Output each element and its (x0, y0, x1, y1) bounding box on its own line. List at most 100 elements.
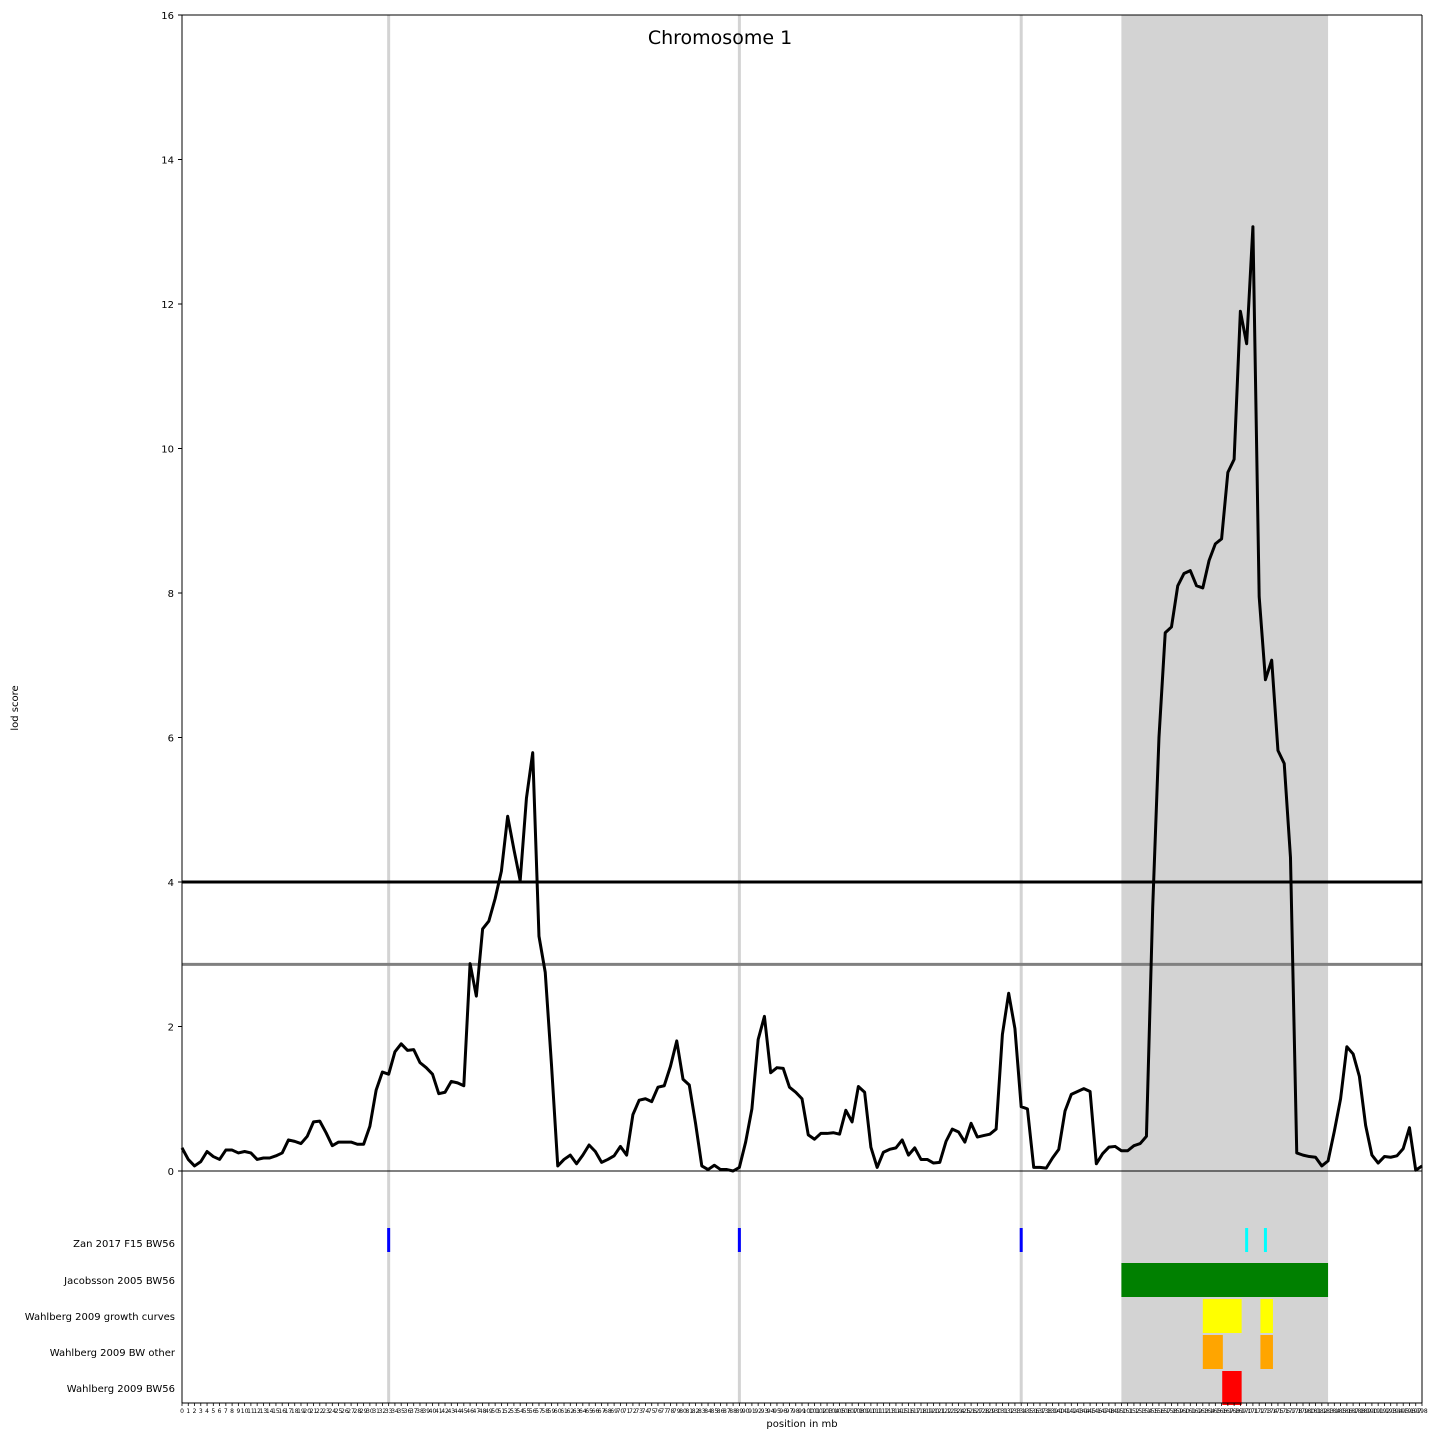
x-tick-label-188: 188 (1354, 1408, 1366, 1415)
x-tick-label-190: 190 (1366, 1408, 1378, 1415)
lod-point (1020, 1106, 1022, 1108)
y-tick-label-4: 8 (168, 589, 174, 600)
x-tick-label-32: 32 (379, 1408, 387, 1415)
x-tick-label-112: 112 (878, 1408, 890, 1415)
lod-point (1127, 1150, 1129, 1152)
lod-point (701, 1165, 703, 1167)
lod-point (1289, 856, 1292, 859)
x-tick-label-177: 177 (1285, 1408, 1297, 1415)
lod-point (1258, 596, 1260, 598)
lod-point (763, 1015, 766, 1017)
lod-point (1108, 1146, 1110, 1148)
x-tick-label-191: 191 (1372, 1408, 1384, 1415)
series-layer (180, 225, 1423, 1173)
lod-point (801, 1098, 803, 1100)
lod-point (1408, 1127, 1411, 1129)
lod-point (1120, 1150, 1122, 1152)
x-tick-label-155: 155 (1147, 1408, 1159, 1415)
lod-point (745, 1141, 747, 1143)
lod-point (244, 1150, 246, 1153)
x-tick-label-47: 47 (473, 1408, 481, 1415)
lod-point (1202, 587, 1204, 589)
x-tick-label-67: 67 (598, 1408, 606, 1415)
x-tick-label-119: 119 (922, 1408, 934, 1415)
lod-point (287, 1139, 290, 1141)
lod-point (1371, 1154, 1373, 1156)
lod-point (456, 1082, 459, 1084)
lod-point (626, 1154, 628, 1156)
x-tick-label-27: 27 (347, 1408, 355, 1415)
lod-point (262, 1157, 265, 1159)
lod-point (444, 1091, 446, 1093)
x-tick-label-88: 88 (729, 1408, 737, 1415)
x-tick-label-110: 110 (865, 1408, 877, 1415)
lod-point (1365, 1124, 1367, 1127)
lod-point (613, 1155, 615, 1157)
x-tick-label-162: 162 (1191, 1408, 1203, 1415)
lod-point (1246, 343, 1248, 345)
x-tick-label-141: 141 (1059, 1408, 1071, 1415)
lod-point (1321, 1165, 1323, 1167)
lod-point (269, 1157, 271, 1159)
x-tick-label-152: 152 (1128, 1408, 1140, 1415)
lod-point (600, 1161, 603, 1163)
x-tick-label-82: 82 (692, 1408, 700, 1415)
lod-point (776, 1067, 778, 1069)
lod-point (795, 1091, 797, 1093)
x-tick-label-34: 34 (391, 1408, 399, 1415)
x-tick-label-197: 197 (1410, 1408, 1422, 1415)
lod-point (525, 797, 528, 799)
lod-point (1183, 572, 1185, 575)
lod-point (1271, 659, 1273, 661)
lod-point (300, 1142, 302, 1145)
qtl-tracks (387, 1228, 1329, 1405)
lod-point (394, 1051, 396, 1053)
lod-point (218, 1158, 221, 1161)
lod-point (845, 1109, 847, 1111)
lod-point (1264, 679, 1267, 681)
x-tick-label-8: 8 (230, 1408, 234, 1415)
lod-point (463, 1085, 465, 1087)
lod-point (1327, 1160, 1329, 1162)
x-tick-label-99: 99 (798, 1408, 806, 1415)
lod-point (350, 1141, 352, 1143)
x-tick-label-170: 170 (1241, 1408, 1253, 1415)
x-tick-label-25: 25 (335, 1408, 343, 1415)
lod-point (651, 1101, 653, 1103)
lod-point (976, 1136, 978, 1138)
x-tick-label-38: 38 (416, 1408, 424, 1415)
lod-point (1346, 1046, 1348, 1048)
x-tick-label-41: 41 (435, 1408, 443, 1415)
lod-point (1390, 1156, 1392, 1158)
lod-point (1377, 1162, 1379, 1164)
y-axis-label: lod score (10, 685, 21, 730)
x-tick-label-94: 94 (767, 1408, 775, 1415)
x-tick-label-46: 46 (466, 1408, 474, 1415)
lod-point (914, 1147, 916, 1149)
chart-title: Chromosome 1 (648, 27, 792, 49)
x-tick-label-149: 149 (1109, 1408, 1121, 1415)
x-tick-label-104: 104 (828, 1408, 840, 1415)
x-tick-label-42: 42 (441, 1408, 449, 1415)
lod-point (337, 1141, 340, 1143)
x-tick-label-92: 92 (754, 1408, 762, 1415)
lod-point (325, 1132, 327, 1134)
lod-point (1139, 1142, 1141, 1145)
x-tick-label-61: 61 (560, 1408, 568, 1415)
x-tick-label-133: 133 (1009, 1408, 1021, 1415)
lod-point (1051, 1157, 1054, 1159)
y-tick-label-6: 12 (161, 300, 174, 311)
x-tick-label-24: 24 (328, 1408, 336, 1415)
lod-point (419, 1062, 421, 1064)
track-label-4: Wahlberg 2009 BW56 (67, 1384, 175, 1395)
lod-point (275, 1155, 277, 1157)
lod-point (513, 848, 515, 851)
x-tick-label-33: 33 (385, 1408, 393, 1415)
x-tick-label-53: 53 (510, 1408, 518, 1415)
threshold-lines (182, 880, 1422, 1172)
x-tick-label-89: 89 (736, 1408, 744, 1415)
x-tick-label-9: 9 (236, 1408, 240, 1415)
lod-point (413, 1049, 415, 1051)
lod-point (788, 1086, 791, 1088)
x-tick-label-181: 181 (1310, 1408, 1322, 1415)
